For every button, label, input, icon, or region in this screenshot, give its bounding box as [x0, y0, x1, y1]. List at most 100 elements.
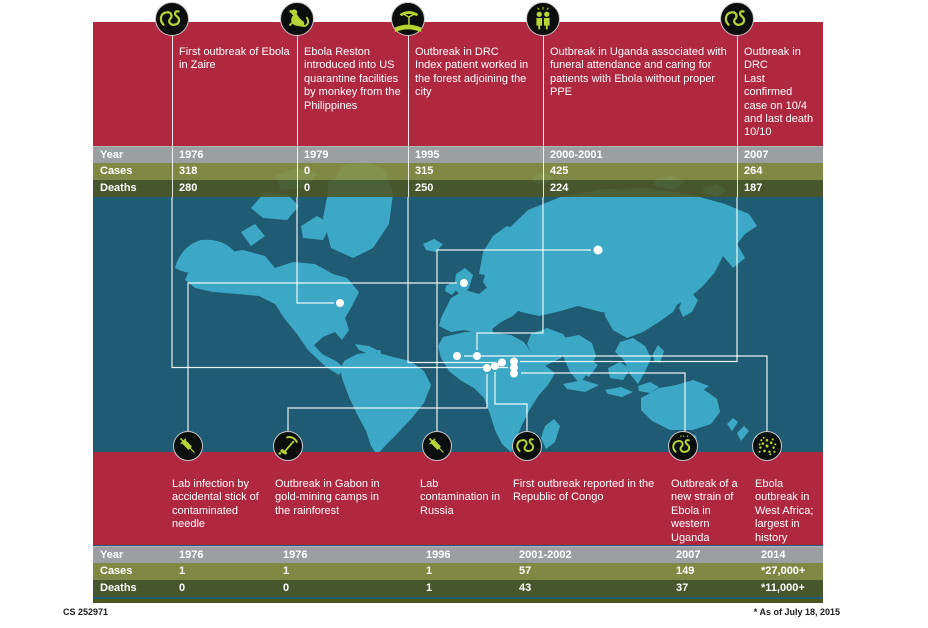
- connector-new-strain-2007: [521, 372, 686, 433]
- divider-line: [543, 22, 544, 146]
- deaths-cell: 280: [172, 180, 297, 197]
- callout-text: Outbreak in Gabon in gold-mining camps i…: [275, 478, 380, 517]
- year-cell: 2007: [737, 147, 823, 164]
- connector-congo-2001: [494, 372, 528, 433]
- connector-gabon: [287, 374, 488, 433]
- dot-drc-2: [510, 363, 518, 372]
- divider-line: [737, 22, 738, 146]
- connector-zaire-1976: [171, 197, 508, 369]
- cases-row: Cases 318 0 315 425 264: [93, 163, 823, 180]
- cases-cell: 0: [297, 163, 408, 180]
- deaths-cell: 43: [519, 582, 532, 594]
- year-cell: 2007: [676, 549, 701, 561]
- deaths-cell: 0: [297, 180, 408, 197]
- divider-line: [297, 22, 298, 146]
- cases-cell: 1: [426, 565, 433, 577]
- year-cell: 2001-2002: [519, 549, 572, 561]
- asterisk-note: * As of July 18, 2015: [753, 607, 840, 617]
- cases-cell: 57: [519, 565, 532, 577]
- outbreak-dots: [336, 245, 603, 378]
- callout-text: First outbreak reported in the Republic …: [513, 478, 655, 504]
- dot-congo: [491, 362, 499, 370]
- top-timeline-band: First outbreak of Ebola in Zaire Ebola R…: [93, 2, 823, 146]
- row-label: Deaths: [100, 582, 137, 594]
- bottom-timeline-band: Lab infection by accidental stick of con…: [93, 431, 823, 545]
- row-label: Year: [100, 149, 124, 161]
- dot-west-africa-1: [453, 352, 461, 360]
- dot-west-africa-2: [473, 352, 481, 360]
- deaths-cell: 250: [408, 180, 543, 197]
- year-cell: 2014: [761, 549, 786, 561]
- document-code: CS 252971: [63, 607, 109, 617]
- cases-cell: 1: [179, 565, 186, 577]
- cases-cell: 149: [676, 565, 695, 577]
- callout-text: Outbreak in DRC Last confirmed case on 1…: [744, 46, 814, 139]
- callout-text: Outbreak in DRC Index patient worked in …: [415, 46, 529, 99]
- deaths-cell: 187: [737, 180, 823, 197]
- deaths-cell: 37: [676, 582, 689, 594]
- ebola-virus-icon: [512, 431, 542, 461]
- callout-text: Outbreak in Uganda associated with funer…: [550, 46, 727, 99]
- ebola-virus-new-strain-icon: [668, 431, 698, 461]
- madagascar: [541, 419, 560, 449]
- bottom-data-table: Year 1976 1976 1996 2001-2002 2007 2014 …: [93, 546, 823, 597]
- cases-cell: 264: [737, 163, 823, 180]
- new-zealand: [727, 418, 738, 431]
- deaths-cell: 0: [283, 582, 290, 594]
- ebola-virus-icon: [720, 2, 754, 36]
- year-cell: 1976: [179, 549, 204, 561]
- year-cell: 1976: [283, 549, 308, 561]
- south-america: [340, 352, 431, 455]
- top-data-table: Year 1976 1979 1995 2000-2001 2007 Cases…: [93, 146, 823, 197]
- deaths-row: Deaths 0 0 1 43 37 *11,000+: [93, 580, 823, 597]
- pickaxe-icon: [273, 431, 303, 461]
- callout-text: Lab infection by accidental stick of con…: [172, 478, 259, 531]
- virus-cluster-icon: [752, 431, 782, 461]
- monkey-icon: [280, 2, 314, 36]
- deaths-cell: *11,000+: [761, 582, 805, 594]
- callout-text: Ebola outbreak in West Africa; largest i…: [755, 478, 814, 544]
- people-funeral-icon: [526, 2, 560, 36]
- connector-reston-1979: [296, 197, 334, 304]
- dot-drc-west: [498, 358, 506, 367]
- year-cell: 1976: [172, 147, 297, 164]
- year-row: Year 1976 1976 1996 2001-2002 2007 2014: [93, 546, 823, 563]
- cases-cell: 1: [283, 565, 290, 577]
- row-label: Cases: [100, 165, 133, 177]
- year-cell: 2000-2001: [543, 147, 737, 164]
- cases-cell: 315: [408, 163, 543, 180]
- connector-west-africa-2014: [464, 355, 768, 433]
- cases-cell: 318: [172, 163, 297, 180]
- cases-cell: *27,000+: [761, 565, 806, 577]
- year-cell: 1995: [408, 147, 543, 164]
- deaths-cell: 1: [426, 582, 433, 594]
- north-america: [185, 250, 359, 375]
- syringe-icon: [422, 431, 452, 461]
- connector-drc-1995: [407, 197, 496, 364]
- year-cell: 1979: [297, 147, 408, 164]
- syringe-icon: [173, 431, 203, 461]
- year-row: Year 1976 1979 1995 2000-2001 2007: [93, 146, 823, 164]
- infographic-body: First outbreak of Ebola in Zaire Ebola R…: [93, 2, 823, 603]
- ebola-virus-icon: [155, 2, 189, 36]
- australia: [641, 384, 720, 430]
- connector-uganda-2000: [476, 197, 544, 350]
- callout-text: First outbreak of Ebola in Zaire: [179, 46, 290, 72]
- callout-text: Outbreak of a new strain of Ebola in wes…: [671, 478, 738, 544]
- deaths-row: Deaths 280 0 250 224 187: [93, 180, 823, 197]
- dot-uk: [460, 279, 468, 287]
- deaths-cell: 0: [179, 582, 186, 594]
- connector-drc-2007: [520, 197, 738, 363]
- acacia-tree-icon: [391, 2, 425, 36]
- bottom-accent-bar: [93, 599, 823, 603]
- cases-cell: 425: [543, 163, 737, 180]
- asia: [483, 188, 757, 316]
- year-cell: 1996: [426, 549, 451, 561]
- connector-lines: [171, 197, 768, 433]
- dot-uganda: [510, 369, 518, 378]
- dot-usa: [336, 299, 344, 307]
- deaths-cell: 224: [543, 180, 737, 197]
- row-label: Year: [100, 549, 124, 561]
- divider-line: [172, 22, 173, 146]
